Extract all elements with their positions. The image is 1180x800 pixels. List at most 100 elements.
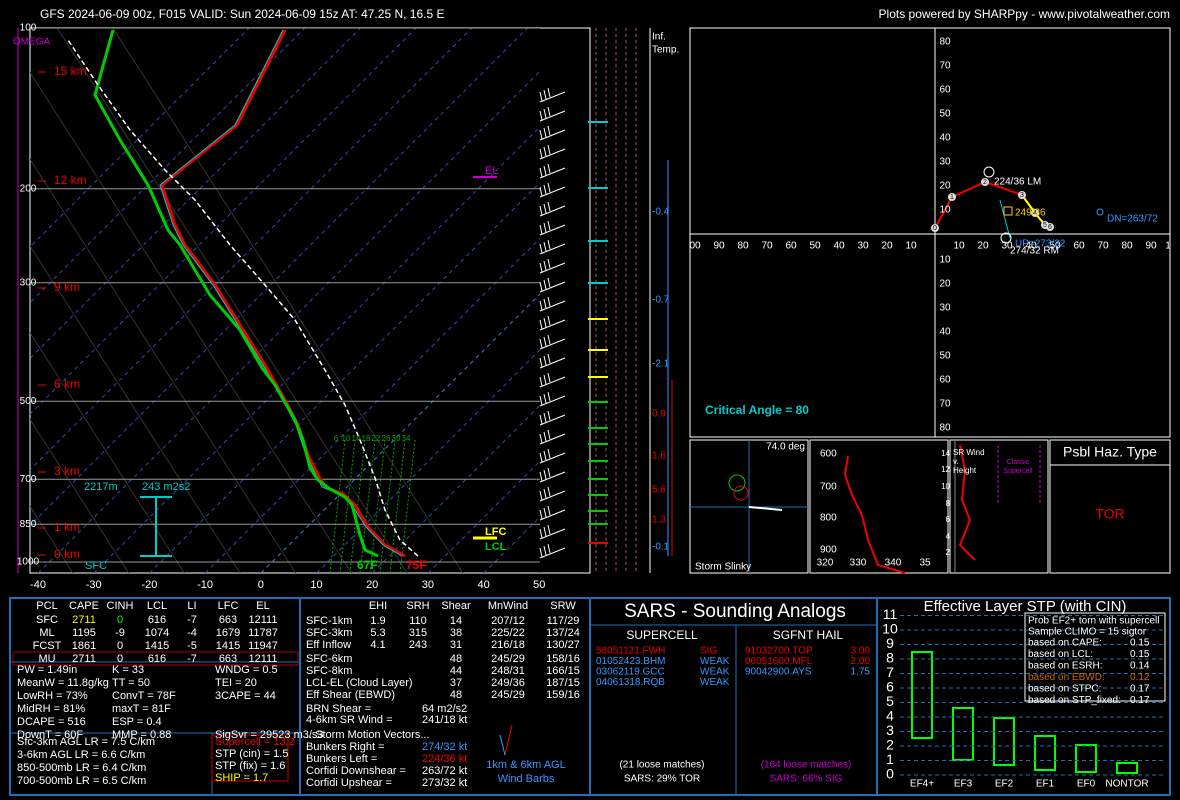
wind-barbs (539, 87, 566, 559)
ring-label: 30 (1001, 241, 1013, 252)
barb-flag (539, 319, 543, 330)
barb-flag (547, 410, 551, 421)
barb (539, 357, 566, 369)
stp-legend: 0.15 (1130, 638, 1150, 649)
table-cell: SFC-8km (306, 665, 352, 677)
temp-label: -10 (197, 579, 213, 591)
inferred-value: -0.4 (652, 207, 670, 218)
rm-label: 274/32 RM (1010, 246, 1059, 257)
barb-flag (547, 106, 551, 117)
stp-legend: Sample CLIMO = 15 sigtor (1028, 627, 1147, 638)
table-cell: 1074 (145, 627, 169, 639)
barb-flag (543, 393, 547, 404)
ring-label: 70 (761, 241, 773, 252)
table-cell: 110 (409, 615, 427, 627)
hodo-point (1018, 191, 1026, 199)
inferred-value: 5.6 (652, 485, 666, 496)
temp-label: -40 (30, 579, 46, 591)
barb-flag (547, 277, 551, 288)
sars-size: 2.00 (851, 656, 871, 667)
stp-cat: EF2 (995, 779, 1014, 790)
barb-flag (539, 281, 543, 292)
index: SigSvr = 29523 m3/s3 (215, 729, 324, 741)
stp-cat: EF1 (1036, 779, 1055, 790)
stp-legend: 0.17 (1130, 684, 1150, 695)
hodo-point (1031, 209, 1039, 217)
table-cell: 245/29 (491, 689, 525, 701)
barb-flag (547, 353, 551, 364)
index: TT = 50 (112, 677, 150, 689)
stp-cat: EF0 (1077, 779, 1096, 790)
lapse-rate: 700-500mb LR = 6.5 C/km (17, 775, 146, 787)
mixing-label: 30 (392, 434, 401, 443)
sars-match: 04061318.RQB (596, 677, 665, 688)
barb-flag (547, 372, 551, 383)
composite: STP (fix) = 1.6 (215, 760, 285, 772)
barb-flag (539, 262, 543, 273)
omega-label: OMEGA (13, 37, 51, 48)
ring-label: 20 (939, 279, 951, 290)
lm-marker (983, 166, 995, 178)
storm-value: 274/32 kt (422, 741, 467, 753)
ring-label: 60 (785, 241, 797, 252)
barb-flag (539, 205, 543, 216)
srwind-h: 14 (941, 449, 950, 458)
hodo-point (931, 224, 939, 232)
barb-flag (539, 376, 543, 387)
barb-flag (539, 357, 543, 368)
thetae-t: 320 (817, 558, 834, 569)
table-cell: 0 (117, 614, 123, 626)
barb-flag (543, 165, 547, 176)
frames (9, 27, 1171, 796)
hodo-point-label: 3 (1020, 192, 1024, 199)
dry-adiabat (56, 28, 408, 573)
barb-flag (543, 507, 547, 518)
mixing-label: 18 (362, 434, 371, 443)
slinky-ring (733, 485, 749, 501)
barb-flag (543, 450, 547, 461)
height-label: 1 km (54, 520, 80, 534)
rm-marker (1000, 232, 1012, 244)
storm-value: 273/32 kt (422, 777, 467, 789)
sars-count: (164 loose matches) (761, 760, 852, 771)
barb-flag (543, 279, 547, 290)
ring-label: 60 (1073, 241, 1085, 252)
table-cell: -7 (187, 653, 197, 665)
ring-label: 60 (939, 85, 951, 96)
temp-label: 20 (366, 579, 378, 591)
ring-label: 20 (881, 241, 893, 252)
slinky-vector (748, 506, 783, 511)
barb-flag (547, 429, 551, 440)
kin-label: BRN Shear = (306, 703, 371, 715)
index: LowRH = 73% (17, 690, 88, 702)
lapse-rate: Sfc-3km AGL LR = 7.5 C/km (17, 736, 155, 748)
index: maxT = 81F (112, 703, 171, 715)
mu-highlight (12, 651, 299, 666)
ring-label: 50 (939, 109, 951, 120)
credit: Plots powered by SHARPpy - www.pivotalwe… (879, 7, 1170, 21)
barb (539, 167, 566, 179)
barb (539, 281, 566, 293)
barb (539, 376, 566, 388)
dry-adiabat (30, 71, 352, 573)
isotherm (37, 70, 540, 573)
barb-flag (539, 471, 543, 482)
isotherm (30, 28, 361, 360)
index: PW = 1.49in (17, 664, 77, 676)
eff-srh: 243 m2s2 (142, 481, 190, 493)
table-cell: ML (39, 627, 54, 639)
barb (539, 490, 566, 502)
table-cell: 1415 (216, 640, 240, 652)
isotherm (30, 28, 528, 527)
mixing-label: 10 (342, 434, 351, 443)
table-cell: 37 (450, 677, 462, 689)
stp-legend: based on STPC: (1028, 684, 1101, 695)
table-cell: 130/27 (546, 639, 580, 651)
hazard-title: Psbl Haz. Type (1063, 444, 1157, 460)
index: WNDG = 0.5 (215, 664, 278, 676)
table-header: CAPE (69, 600, 99, 612)
index: MidRH = 81% (17, 703, 85, 715)
stp-legend: based on ESRH: (1028, 661, 1103, 672)
stp-ytick: 4 (886, 708, 894, 724)
